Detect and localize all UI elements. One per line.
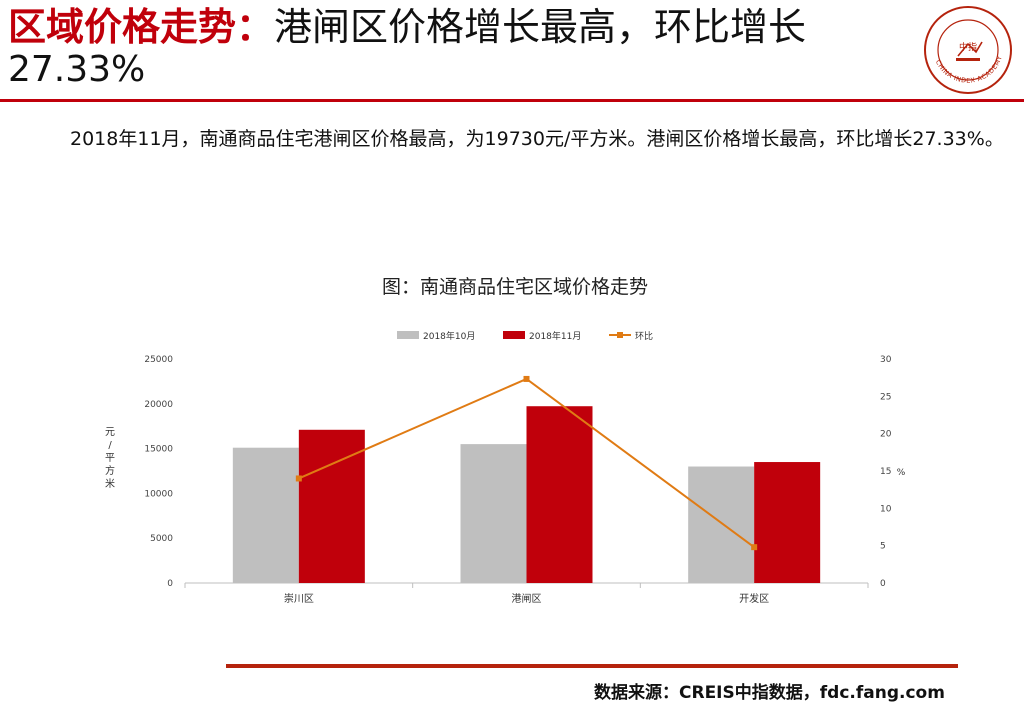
page-title: 区域价格走势：港闸区价格增长最高，环比增长 27.33%: [8, 4, 908, 90]
chart-bars: [232, 406, 821, 583]
price-trend-chart: 图：南通商品住宅区域价格走势 2018年10月 2018年11月 环比 0 5000 1…: [105, 276, 906, 605]
legend-label: 2018年10月: [423, 330, 475, 342]
header-divider: [0, 99, 1024, 102]
chart-title: 图：南通商品住宅区域价格走势: [382, 276, 648, 298]
bar-nov: [754, 462, 821, 583]
y2-tick-label: 10: [880, 504, 892, 514]
change-point: [295, 475, 302, 482]
y-tick-label: 10000: [144, 489, 173, 499]
bar-oct: [460, 444, 527, 583]
y2-tick-label: 5: [880, 542, 886, 552]
y-tick-label: 25000: [144, 355, 173, 365]
y-axis-label: 元/平方米: [105, 427, 115, 490]
y2-tick-label: 15: [880, 467, 891, 477]
china-index-academy-logo: CHINA INDEX ACADEMY 中指: [924, 6, 1012, 94]
category-label: 开发区: [739, 592, 769, 605]
y2-tick-label: 0: [880, 579, 886, 589]
change-point: [523, 375, 530, 382]
y-tick-label: 0: [167, 579, 173, 589]
bar-nov: [526, 406, 593, 583]
change-point: [751, 544, 758, 551]
y-tick-label: 5000: [150, 534, 173, 544]
legend-swatch: [503, 331, 525, 339]
title-percent: 27.33%: [8, 49, 146, 90]
category-label: 港闸区: [512, 592, 542, 605]
data-source: 数据来源：CREIS中指数据，fdc.fang.com: [594, 683, 945, 703]
chart-line-series: [295, 375, 758, 551]
summary-paragraph: 2018年11月，南通商品住宅港闸区价格最高，为19730元/平方米。港闸区价格…: [70, 128, 1004, 150]
title-rest: 港闸区价格增长最高，环比增长: [274, 5, 807, 49]
bar-nov: [298, 429, 365, 583]
y2-tick-label: 30: [880, 355, 892, 365]
title-highlight: 区域价格走势：: [8, 5, 275, 49]
y2-axis-label: %: [897, 468, 906, 478]
legend-label: 2018年11月: [529, 330, 581, 342]
chart-legend: 2018年10月 2018年11月 环比: [397, 330, 653, 342]
bar-oct: [688, 466, 755, 583]
legend-label: 环比: [635, 330, 653, 342]
legend-swatch: [397, 331, 419, 339]
bar-oct: [232, 447, 299, 583]
category-label: 崇川区: [284, 593, 314, 605]
y2-tick-label: 20: [880, 430, 892, 440]
y-tick-label: 20000: [144, 400, 173, 410]
footer-divider: [226, 664, 958, 668]
legend-marker: [617, 332, 623, 338]
chart-category-labels: 崇川区 港闸区 开发区: [284, 592, 769, 605]
y2-tick-label: 25: [880, 392, 891, 402]
y-tick-label: 15000: [144, 445, 173, 455]
